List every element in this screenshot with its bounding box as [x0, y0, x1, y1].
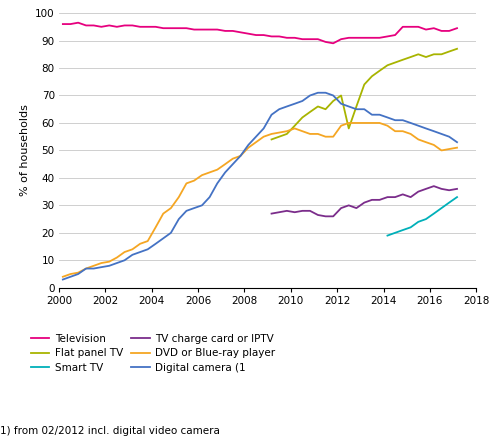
Flat panel TV	[292, 123, 298, 128]
Flat panel TV	[338, 93, 344, 98]
Line: Smart TV: Smart TV	[387, 197, 457, 235]
TV charge card or IPTV	[423, 186, 429, 191]
Flat panel TV	[354, 104, 359, 109]
Flat panel TV	[438, 52, 444, 57]
Television	[454, 26, 460, 31]
Flat panel TV	[323, 107, 328, 112]
Smart TV	[392, 230, 398, 235]
DVD or Blue-ray player	[431, 142, 437, 147]
Smart TV	[431, 211, 437, 216]
TV charge card or IPTV	[292, 210, 298, 215]
Line: DVD or Blue-ray player: DVD or Blue-ray player	[63, 123, 457, 277]
Text: 1) from 02/2012 incl. digital video camera: 1) from 02/2012 incl. digital video came…	[0, 426, 220, 436]
Television	[276, 34, 282, 39]
Flat panel TV	[315, 104, 321, 109]
TV charge card or IPTV	[315, 212, 321, 218]
TV charge card or IPTV	[392, 194, 398, 200]
DVD or Blue-ray player	[199, 173, 205, 178]
Digital camera (1	[431, 129, 437, 134]
DVD or Blue-ray player	[300, 129, 305, 134]
Digital camera (1	[246, 142, 251, 147]
TV charge card or IPTV	[276, 210, 282, 215]
Smart TV	[446, 200, 452, 205]
Flat panel TV	[408, 54, 413, 60]
Flat panel TV	[330, 99, 336, 104]
TV charge card or IPTV	[377, 197, 382, 202]
DVD or Blue-ray player	[315, 131, 321, 136]
Flat panel TV	[400, 57, 406, 62]
Flat panel TV	[377, 68, 382, 73]
Television	[98, 24, 104, 30]
Television	[207, 27, 213, 32]
TV charge card or IPTV	[454, 186, 460, 191]
Flat panel TV	[369, 74, 375, 79]
Television	[60, 21, 66, 27]
Flat panel TV	[269, 137, 274, 142]
Digital camera (1	[60, 277, 66, 282]
TV charge card or IPTV	[330, 214, 336, 219]
TV charge card or IPTV	[338, 205, 344, 211]
Smart TV	[438, 205, 444, 211]
Flat panel TV	[423, 54, 429, 60]
TV charge card or IPTV	[400, 192, 406, 197]
TV charge card or IPTV	[369, 197, 375, 202]
Smart TV	[384, 233, 390, 238]
TV charge card or IPTV	[446, 187, 452, 193]
TV charge card or IPTV	[415, 189, 421, 194]
Flat panel TV	[384, 63, 390, 68]
Television	[307, 37, 313, 42]
DVD or Blue-ray player	[60, 274, 66, 279]
TV charge card or IPTV	[346, 203, 352, 208]
TV charge card or IPTV	[354, 205, 359, 211]
Flat panel TV	[284, 131, 290, 136]
Smart TV	[423, 216, 429, 221]
Flat panel TV	[446, 49, 452, 54]
Smart TV	[415, 219, 421, 225]
Digital camera (1	[300, 99, 305, 104]
TV charge card or IPTV	[438, 186, 444, 191]
TV charge card or IPTV	[408, 194, 413, 200]
DVD or Blue-ray player	[91, 263, 97, 269]
Digital camera (1	[91, 266, 97, 271]
Television	[323, 39, 328, 44]
TV charge card or IPTV	[431, 184, 437, 189]
Line: Television: Television	[63, 23, 457, 43]
Flat panel TV	[431, 52, 437, 57]
Flat panel TV	[415, 52, 421, 57]
Digital camera (1	[315, 90, 321, 95]
TV charge card or IPTV	[384, 194, 390, 200]
Digital camera (1	[454, 140, 460, 145]
Digital camera (1	[199, 203, 205, 208]
Smart TV	[454, 194, 460, 200]
Flat panel TV	[392, 60, 398, 65]
Smart TV	[408, 225, 413, 230]
Flat panel TV	[300, 115, 305, 120]
DVD or Blue-ray player	[454, 145, 460, 150]
DVD or Blue-ray player	[346, 120, 352, 126]
Flat panel TV	[361, 82, 367, 87]
Digital camera (1	[323, 90, 328, 95]
Line: Flat panel TV: Flat panel TV	[272, 49, 457, 140]
Flat panel TV	[276, 134, 282, 139]
Line: TV charge card or IPTV: TV charge card or IPTV	[272, 186, 457, 216]
Flat panel TV	[346, 126, 352, 131]
Flat panel TV	[454, 46, 460, 51]
Y-axis label: % of households: % of households	[20, 105, 29, 196]
DVD or Blue-ray player	[246, 145, 251, 150]
TV charge card or IPTV	[307, 208, 313, 214]
TV charge card or IPTV	[323, 214, 328, 219]
Television	[330, 41, 336, 46]
Television	[253, 32, 259, 37]
Flat panel TV	[307, 109, 313, 115]
Legend: Television, Flat panel TV, Smart TV, TV charge card or IPTV, DVD or Blue-ray pla: Television, Flat panel TV, Smart TV, TV …	[31, 334, 275, 372]
Television	[75, 20, 81, 25]
TV charge card or IPTV	[361, 200, 367, 205]
Smart TV	[400, 228, 406, 233]
TV charge card or IPTV	[300, 208, 305, 214]
Line: Digital camera (1: Digital camera (1	[63, 93, 457, 279]
TV charge card or IPTV	[284, 208, 290, 214]
TV charge card or IPTV	[269, 211, 274, 216]
